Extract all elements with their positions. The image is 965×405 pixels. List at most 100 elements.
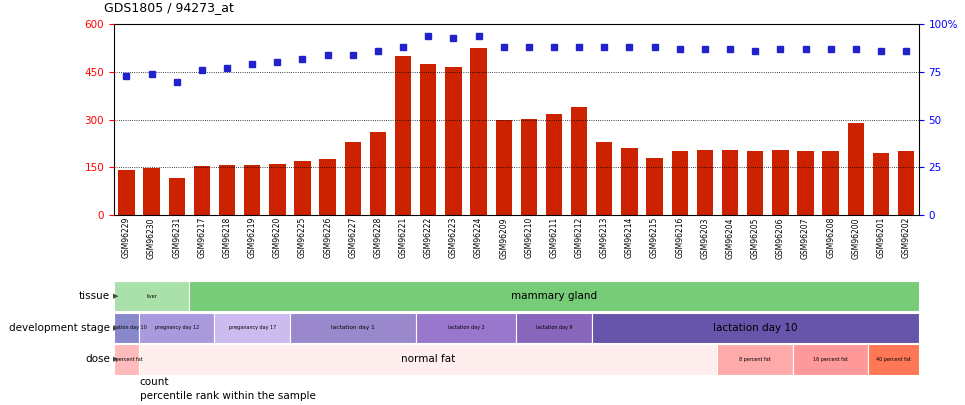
Text: lactation day 2: lactation day 2 bbox=[448, 325, 484, 330]
Text: lactation day 9: lactation day 9 bbox=[536, 325, 572, 330]
Text: GSM96211: GSM96211 bbox=[549, 217, 559, 258]
Bar bbox=[772, 150, 788, 215]
Text: GSM96214: GSM96214 bbox=[625, 217, 634, 258]
Bar bbox=[370, 132, 386, 215]
Text: dose: dose bbox=[85, 354, 110, 364]
Bar bbox=[290, 313, 416, 343]
Bar bbox=[495, 120, 511, 215]
Text: 8 percent fat: 8 percent fat bbox=[739, 357, 771, 362]
Bar bbox=[868, 344, 919, 375]
Bar bbox=[139, 344, 717, 375]
Bar bbox=[269, 164, 286, 215]
Bar bbox=[420, 64, 436, 215]
Text: GSM96201: GSM96201 bbox=[876, 217, 886, 258]
Text: ▶: ▶ bbox=[113, 356, 119, 362]
Bar bbox=[416, 313, 516, 343]
Bar bbox=[793, 344, 868, 375]
Text: GSM96222: GSM96222 bbox=[424, 217, 432, 258]
Text: GSM96231: GSM96231 bbox=[172, 217, 181, 258]
Text: GSM96203: GSM96203 bbox=[701, 217, 709, 258]
Text: ▶: ▶ bbox=[113, 325, 119, 331]
Text: GSM96230: GSM96230 bbox=[147, 217, 156, 258]
Bar bbox=[194, 166, 210, 215]
Text: liver: liver bbox=[147, 294, 157, 299]
Text: lactation day 10: lactation day 10 bbox=[106, 325, 147, 330]
Text: lactation day 10: lactation day 10 bbox=[713, 323, 797, 333]
Text: development stage: development stage bbox=[9, 323, 110, 333]
Bar bbox=[214, 313, 290, 343]
Bar bbox=[395, 56, 411, 215]
Bar bbox=[897, 151, 914, 215]
Text: preganancy day 17: preganancy day 17 bbox=[229, 325, 276, 330]
Bar bbox=[647, 158, 663, 215]
Bar bbox=[592, 313, 919, 343]
Bar bbox=[345, 142, 361, 215]
Text: GSM96206: GSM96206 bbox=[776, 217, 785, 258]
Bar bbox=[621, 148, 638, 215]
Text: GSM96228: GSM96228 bbox=[373, 217, 382, 258]
Text: count: count bbox=[140, 377, 169, 387]
Text: GSM96202: GSM96202 bbox=[901, 217, 911, 258]
Bar bbox=[219, 165, 235, 215]
Text: GSM96225: GSM96225 bbox=[298, 217, 307, 258]
Bar bbox=[797, 151, 813, 215]
Text: GSM96208: GSM96208 bbox=[826, 217, 835, 258]
Text: GSM96218: GSM96218 bbox=[223, 217, 232, 258]
Text: pregnancy day 12: pregnancy day 12 bbox=[154, 325, 199, 330]
Bar bbox=[596, 142, 613, 215]
Text: GSM96210: GSM96210 bbox=[524, 217, 534, 258]
Bar bbox=[139, 313, 214, 343]
Bar bbox=[114, 281, 189, 311]
Bar bbox=[119, 170, 135, 215]
Bar bbox=[521, 119, 538, 215]
Text: GSM96226: GSM96226 bbox=[323, 217, 332, 258]
Bar bbox=[571, 107, 588, 215]
Bar bbox=[294, 161, 311, 215]
Bar bbox=[722, 150, 738, 215]
Text: GSM96204: GSM96204 bbox=[726, 217, 734, 258]
Bar bbox=[169, 177, 185, 215]
Text: lactation day 1: lactation day 1 bbox=[331, 325, 374, 330]
Text: GDS1805 / 94273_at: GDS1805 / 94273_at bbox=[104, 1, 234, 14]
Text: 40 percent fat: 40 percent fat bbox=[876, 357, 911, 362]
Bar bbox=[717, 344, 793, 375]
Bar bbox=[516, 313, 592, 343]
Bar bbox=[445, 67, 461, 215]
Text: GSM96200: GSM96200 bbox=[851, 217, 861, 258]
Bar bbox=[244, 165, 261, 215]
Text: GSM96229: GSM96229 bbox=[122, 217, 131, 258]
Bar bbox=[847, 124, 864, 215]
Text: GSM96212: GSM96212 bbox=[574, 217, 584, 258]
Bar bbox=[319, 160, 336, 215]
Bar bbox=[697, 150, 713, 215]
Text: mammary gland: mammary gland bbox=[510, 291, 597, 301]
Bar bbox=[144, 168, 160, 215]
Text: GSM96209: GSM96209 bbox=[499, 217, 509, 258]
Text: GSM96205: GSM96205 bbox=[751, 217, 759, 258]
Text: tissue: tissue bbox=[79, 291, 110, 301]
Text: GSM96217: GSM96217 bbox=[198, 217, 207, 258]
Bar bbox=[114, 344, 139, 375]
Text: GSM96227: GSM96227 bbox=[348, 217, 357, 258]
Text: GSM96220: GSM96220 bbox=[273, 217, 282, 258]
Text: percentile rank within the sample: percentile rank within the sample bbox=[140, 390, 316, 401]
Text: ▶: ▶ bbox=[113, 293, 119, 299]
Text: GSM96213: GSM96213 bbox=[600, 217, 609, 258]
Bar bbox=[114, 313, 139, 343]
Text: GSM96224: GSM96224 bbox=[474, 217, 483, 258]
Bar bbox=[747, 151, 763, 215]
Text: GSM96215: GSM96215 bbox=[650, 217, 659, 258]
Text: GSM96223: GSM96223 bbox=[449, 217, 458, 258]
Text: normal fat: normal fat bbox=[401, 354, 455, 364]
Bar bbox=[672, 151, 688, 215]
Bar bbox=[470, 48, 486, 215]
Text: GSM96216: GSM96216 bbox=[676, 217, 684, 258]
Bar bbox=[872, 153, 889, 215]
Text: GSM96219: GSM96219 bbox=[248, 217, 257, 258]
Bar bbox=[546, 114, 563, 215]
Text: GSM96207: GSM96207 bbox=[801, 217, 810, 258]
Bar bbox=[822, 151, 839, 215]
Text: GSM96221: GSM96221 bbox=[399, 217, 407, 258]
Text: 8 percent fat: 8 percent fat bbox=[111, 357, 142, 362]
Text: 16 percent fat: 16 percent fat bbox=[813, 357, 848, 362]
